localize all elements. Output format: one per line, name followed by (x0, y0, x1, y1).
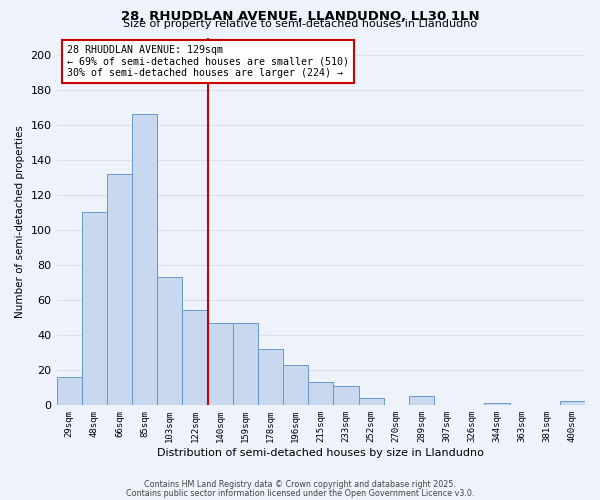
Bar (258, 349, 283, 405)
Text: 28, RHUDDLAN AVENUE, LLANDUDNO, LL30 1LN: 28, RHUDDLAN AVENUE, LLANDUDNO, LL30 1LN (121, 10, 479, 23)
Bar (82, 212, 107, 405)
Bar (560, 402, 585, 405)
Bar (409, 396, 434, 405)
Bar (132, 114, 157, 405)
Bar (56, 377, 82, 405)
Bar (157, 277, 182, 405)
Bar (334, 386, 359, 405)
Bar (283, 364, 308, 405)
Text: 28 RHUDDLAN AVENUE: 129sqm
← 69% of semi-detached houses are smaller (510)
30% o: 28 RHUDDLAN AVENUE: 129sqm ← 69% of semi… (67, 45, 349, 78)
Bar (359, 398, 383, 405)
X-axis label: Distribution of semi-detached houses by size in Llandudno: Distribution of semi-detached houses by … (157, 448, 484, 458)
Bar (208, 322, 233, 405)
Bar (233, 322, 258, 405)
Bar (107, 174, 132, 405)
Bar (308, 382, 334, 405)
Text: Contains HM Land Registry data © Crown copyright and database right 2025.: Contains HM Land Registry data © Crown c… (144, 480, 456, 489)
Bar (484, 403, 509, 405)
Bar (182, 310, 208, 405)
Y-axis label: Number of semi-detached properties: Number of semi-detached properties (15, 124, 25, 318)
Text: Contains public sector information licensed under the Open Government Licence v3: Contains public sector information licen… (126, 488, 474, 498)
Text: Size of property relative to semi-detached houses in Llandudno: Size of property relative to semi-detach… (123, 19, 477, 29)
